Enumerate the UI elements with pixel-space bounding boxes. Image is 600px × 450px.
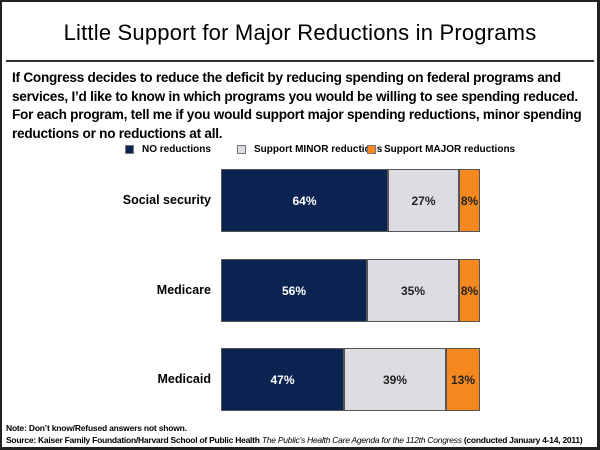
data-label: 27% — [411, 193, 436, 208]
data-label: 56% — [281, 283, 307, 298]
data-label: 8% — [460, 283, 479, 298]
bar-medicare-support-major-reductions: 8% — [459, 259, 480, 322]
legend-label: Support MINOR reductions — [254, 144, 383, 155]
bar-social-security-support-minor-reductions: 27% — [388, 169, 459, 232]
legend-item-major-reductions: Support MAJOR reductions — [367, 144, 515, 155]
survey-question: If Congress decides to reduce the defici… — [12, 70, 582, 141]
legend-item-no-reductions: NO reductions — [125, 144, 211, 155]
category-label-medicare: Medicare — [156, 282, 211, 297]
data-label: 47% — [270, 372, 295, 387]
legend-item-minor-reductions: Support MINOR reductions — [237, 144, 382, 155]
category-label-medicaid: Medicaid — [157, 371, 212, 386]
legend-label: Support MAJOR reductions — [384, 144, 516, 155]
source-suffix: (conducted January 4-14, 2011) — [461, 435, 583, 445]
legend-label: NO reductions — [142, 144, 211, 155]
footnote: Note: Don’t know/Refused answers not sho… — [6, 423, 187, 433]
bar-medicare-support-minor-reductions: 35% — [367, 259, 459, 322]
bar-social-security-support-major-reductions: 8% — [459, 169, 480, 232]
data-label: 35% — [400, 283, 426, 298]
legend-swatch-no-reductions — [125, 145, 134, 154]
legend: NO reductions Support MINOR reductions S… — [0, 144, 600, 160]
legend-swatch-minor-reductions — [237, 145, 246, 154]
chart-title: Little Support for Major Reductions in P… — [63, 20, 537, 45]
bar-social-security-no-reductions: 64% — [221, 169, 388, 232]
bar-medicaid-support-minor-reductions: 39% — [344, 348, 446, 411]
bar-medicare-no-reductions: 56% — [221, 259, 367, 322]
data-label: 39% — [382, 372, 408, 387]
data-label: 13% — [450, 372, 476, 387]
source-line: Source: Kaiser Family Foundation/Harvard… — [6, 435, 583, 445]
bar-medicaid-no-reductions: 47% — [221, 348, 344, 411]
data-label: 64% — [292, 193, 317, 208]
data-label: 8% — [460, 193, 479, 208]
source-title: The Public’s Health Care Agenda for the … — [261, 435, 462, 445]
legend-swatch-major-reductions — [367, 145, 376, 154]
title-divider — [6, 60, 594, 62]
bar-medicaid-support-major-reductions: 13% — [446, 348, 480, 411]
source-prefix: Source: Kaiser Family Foundation/Harvard… — [6, 435, 262, 445]
category-label-social-security: Social security — [122, 192, 211, 207]
